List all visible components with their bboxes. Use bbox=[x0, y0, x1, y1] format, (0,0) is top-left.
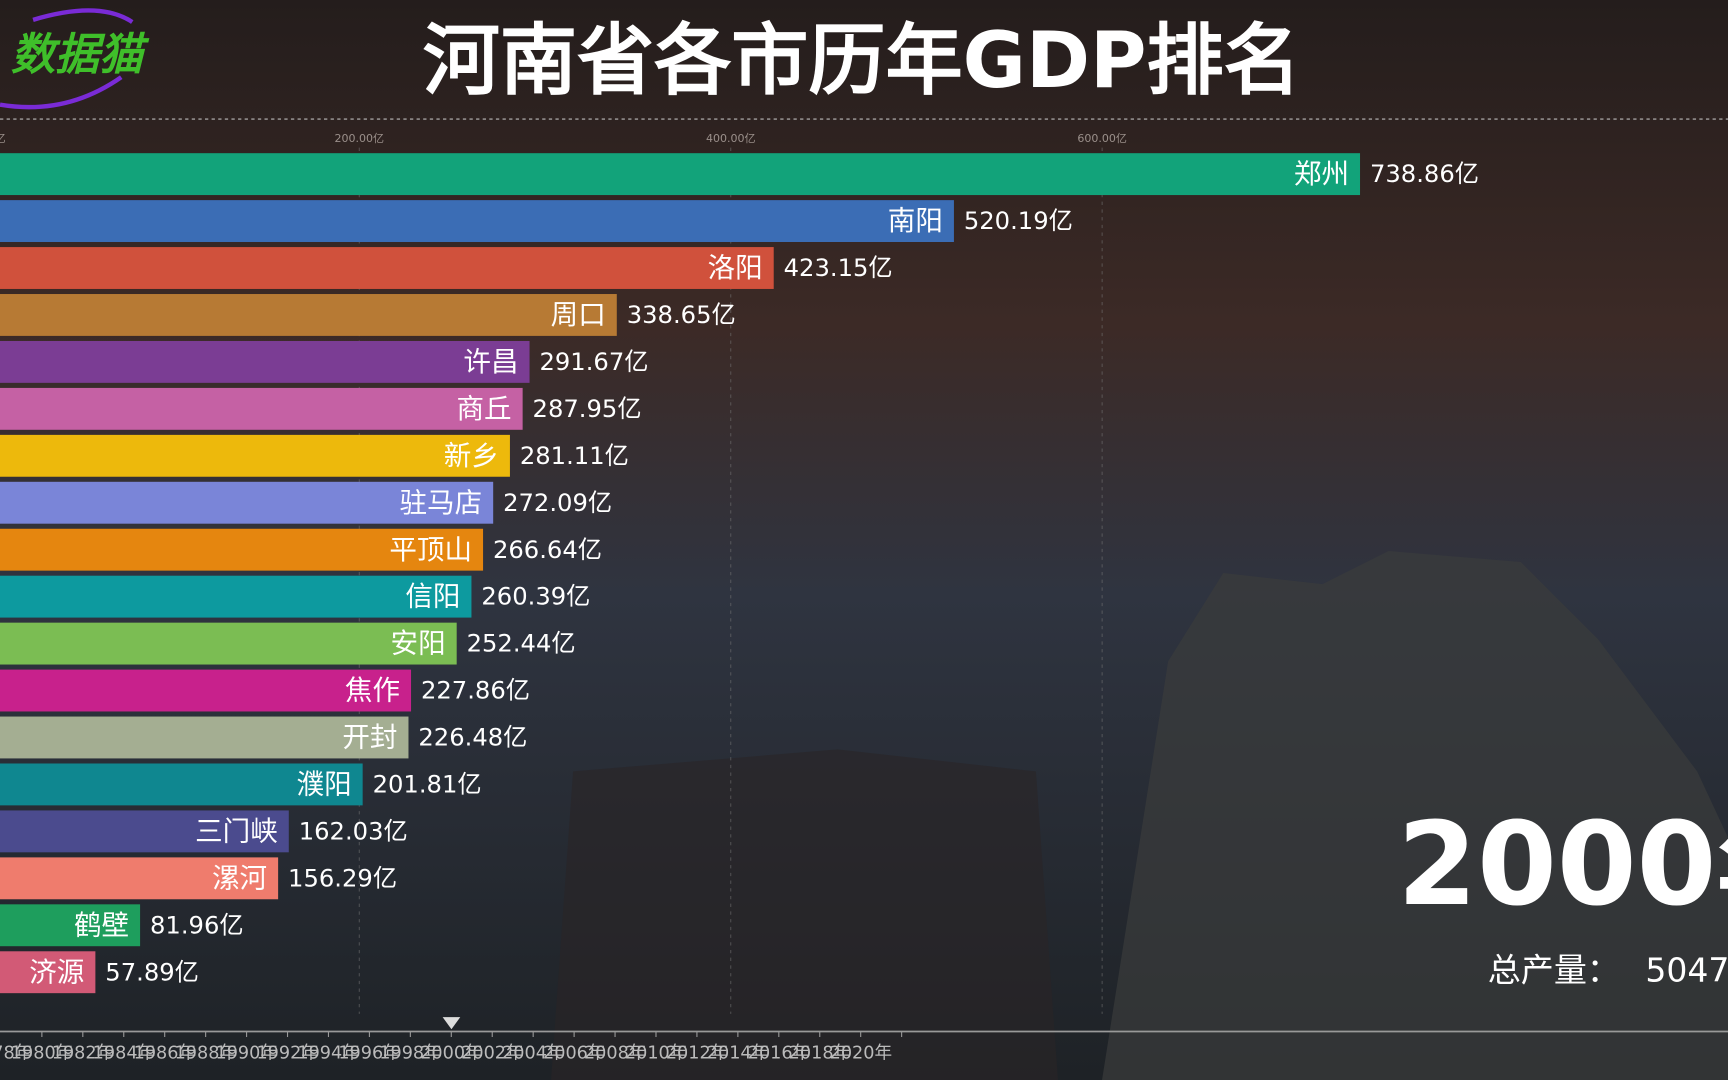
bar bbox=[0, 200, 954, 243]
bar-category-label: 开封 bbox=[342, 722, 397, 754]
bar-category-label: 商丘 bbox=[457, 393, 512, 425]
timeline-label: 1982年 bbox=[52, 1043, 114, 1064]
logo-swoosh bbox=[32, 8, 134, 24]
bar bbox=[0, 716, 409, 759]
bar-value-label: 338.65亿 bbox=[627, 300, 736, 329]
x-tick-label: 600.00亿 bbox=[1077, 132, 1127, 145]
bar bbox=[0, 810, 289, 853]
timeline-label: 1980年 bbox=[11, 1043, 73, 1064]
bar-value-label: 57.89亿 bbox=[105, 957, 199, 986]
timeline-label: 1988年 bbox=[175, 1043, 237, 1064]
bar bbox=[0, 528, 484, 571]
logo: 数据猫 bbox=[11, 29, 150, 80]
timeline-label: 1986年 bbox=[134, 1043, 196, 1064]
temple bbox=[551, 749, 1058, 1080]
chart-title: 河南省各市历年GDP排名 bbox=[423, 16, 1301, 106]
timeline-marker bbox=[442, 1017, 461, 1030]
bar-category-label: 漯河 bbox=[212, 862, 267, 894]
timeline-label: 2012年 bbox=[666, 1043, 728, 1064]
bar-value-label: 520.19亿 bbox=[964, 206, 1073, 235]
bar-category-label: 洛阳 bbox=[708, 252, 763, 284]
timeline-label: 2016年 bbox=[748, 1043, 810, 1064]
bar-value-label: 162.03亿 bbox=[299, 816, 408, 845]
bar bbox=[0, 951, 96, 994]
bar-category-label: 平顶山 bbox=[389, 534, 472, 566]
bar-value-label: 81.96亿 bbox=[150, 910, 244, 939]
timeline-label: 2008年 bbox=[584, 1043, 646, 1064]
bar-category-label: 许昌 bbox=[463, 346, 518, 378]
bar-value-label: 281.11亿 bbox=[520, 441, 629, 470]
bar-category-label: 三门峡 bbox=[195, 815, 278, 847]
bar bbox=[0, 763, 363, 806]
bar-value-label: 156.29亿 bbox=[288, 863, 397, 892]
bar bbox=[0, 575, 472, 618]
bar-category-label: 新乡 bbox=[444, 440, 499, 472]
bar-value-label: 227.86亿 bbox=[421, 676, 530, 705]
bar-value-label: 287.95亿 bbox=[533, 394, 642, 423]
bar-category-label: 安阳 bbox=[391, 628, 446, 660]
timeline-label: 2004年 bbox=[502, 1043, 564, 1064]
timeline-label: 2000年 bbox=[420, 1043, 482, 1064]
bar-category-label: 郑州 bbox=[1294, 158, 1349, 190]
bar bbox=[0, 340, 530, 383]
bar bbox=[0, 622, 457, 665]
timeline-label: 1978年 bbox=[0, 1043, 32, 1064]
timeline-label: 1984年 bbox=[93, 1043, 155, 1064]
timeline-label: 2018年 bbox=[789, 1043, 851, 1064]
bar-category-label: 焦作 bbox=[345, 675, 400, 707]
timeline-label: 2006年 bbox=[543, 1043, 605, 1064]
year-label: 2000年 bbox=[1397, 799, 1728, 932]
bar bbox=[0, 247, 774, 289]
bar-value-label: 201.81亿 bbox=[373, 770, 482, 799]
bar bbox=[0, 434, 510, 477]
bar-category-label: 南阳 bbox=[888, 205, 943, 237]
bar bbox=[0, 481, 494, 524]
timeline-label: 2010年 bbox=[625, 1043, 687, 1064]
total-label: 总产量： bbox=[1488, 951, 1620, 990]
timeline-label: 1990年 bbox=[216, 1043, 278, 1064]
bar bbox=[0, 387, 523, 430]
bar bbox=[0, 153, 1361, 196]
bar-category-label: 信阳 bbox=[405, 581, 460, 613]
bar bbox=[0, 857, 279, 900]
bar-value-label: 423.15亿 bbox=[784, 253, 893, 282]
bar-value-label: 291.67亿 bbox=[539, 347, 648, 376]
bar-category-label: 济源 bbox=[29, 956, 84, 988]
bar-value-label: 252.44亿 bbox=[467, 629, 576, 658]
timeline-label: 1992年 bbox=[256, 1043, 318, 1064]
bar-category-label: 鹤壁 bbox=[74, 909, 129, 941]
timeline-label: 1998年 bbox=[379, 1043, 441, 1064]
bar bbox=[0, 294, 617, 336]
mountain bbox=[1102, 551, 1728, 1080]
timeline-label: 1994年 bbox=[297, 1043, 359, 1064]
bar-value-label: 266.64亿 bbox=[493, 535, 602, 564]
x-tick-label: 200.00亿 bbox=[335, 132, 385, 145]
timeline-label: 1996年 bbox=[338, 1043, 400, 1064]
bar-value-label: 260.39亿 bbox=[481, 582, 590, 611]
bar-value-label: 738.86亿 bbox=[1370, 159, 1479, 188]
bar bbox=[0, 669, 412, 712]
logo-swoosh bbox=[0, 75, 123, 110]
bar bbox=[0, 904, 141, 947]
x-tick-label: 0.00亿 bbox=[0, 132, 6, 145]
bar-value-label: 226.48亿 bbox=[418, 723, 527, 752]
x-tick-label: 400.00亿 bbox=[706, 132, 756, 145]
bar-category-label: 驻马店 bbox=[400, 487, 483, 519]
bar-category-label: 周口 bbox=[551, 299, 606, 331]
total-value: 5047. bbox=[1645, 951, 1728, 990]
bar-value-label: 272.09亿 bbox=[503, 488, 612, 517]
bar-category-label: 濮阳 bbox=[297, 769, 352, 801]
timeline-label: 2014年 bbox=[707, 1043, 769, 1064]
timeline-label: 2020年 bbox=[830, 1043, 892, 1064]
timeline-label: 2002年 bbox=[461, 1043, 523, 1064]
